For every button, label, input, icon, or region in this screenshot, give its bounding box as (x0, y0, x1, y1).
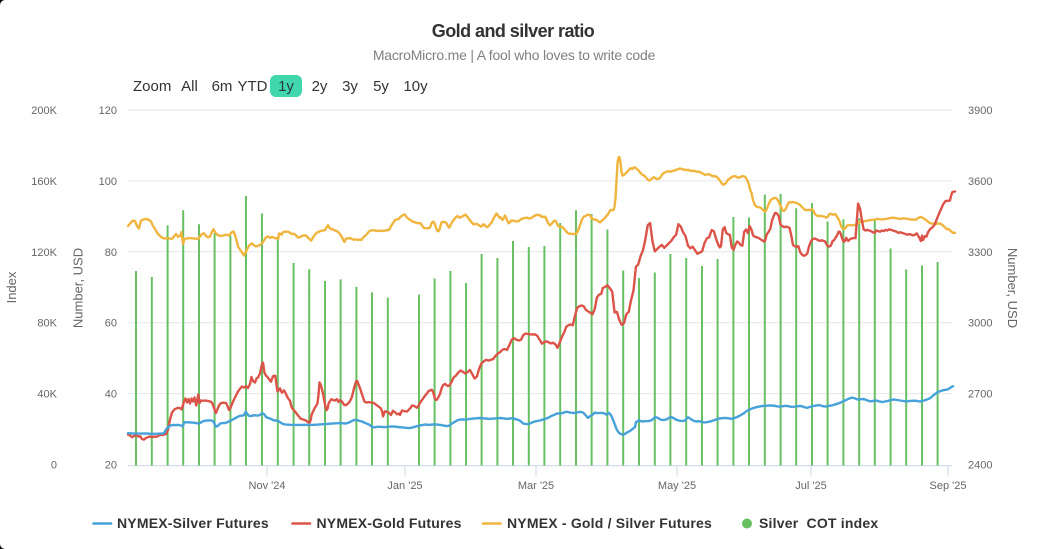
svg-text:3300: 3300 (968, 247, 992, 259)
svg-text:80K: 80K (37, 318, 57, 330)
svg-text:40: 40 (105, 389, 117, 401)
svg-text:Sep '25: Sep '25 (930, 480, 967, 492)
svg-text:Nov '24: Nov '24 (249, 480, 286, 492)
svg-text:Jan '25: Jan '25 (387, 480, 422, 492)
svg-text:YTD: YTD (238, 78, 268, 95)
svg-text:NYMEX-Gold Futures: NYMEX-Gold Futures (317, 515, 462, 531)
svg-text:Number, USD: Number, USD (71, 248, 86, 328)
svg-text:Zoom: Zoom (133, 78, 171, 95)
svg-text:40K: 40K (37, 389, 57, 401)
svg-text:160K: 160K (31, 176, 57, 188)
svg-text:60: 60 (105, 318, 117, 330)
svg-text:Silver COT index: Silver COT index (759, 515, 878, 531)
svg-text:Index: Index (4, 271, 19, 303)
svg-text:3000: 3000 (968, 318, 992, 330)
svg-text:5y: 5y (373, 78, 389, 95)
svg-text:Jul '25: Jul '25 (795, 480, 826, 492)
svg-text:2y: 2y (312, 78, 328, 95)
svg-text:1y: 1y (278, 78, 294, 95)
svg-text:2400: 2400 (968, 460, 992, 472)
svg-text:200K: 200K (31, 105, 57, 117)
svg-text:MacroMicro.me | A fool who lov: MacroMicro.me | A fool who loves to writ… (373, 47, 656, 63)
svg-text:0: 0 (51, 460, 57, 472)
svg-text:3y: 3y (342, 78, 358, 95)
svg-text:Number, USD: Number, USD (1005, 248, 1020, 328)
svg-text:20: 20 (105, 460, 117, 472)
svg-text:120K: 120K (31, 247, 57, 259)
svg-text:NYMEX-Silver Futures: NYMEX-Silver Futures (117, 515, 269, 531)
svg-text:Mar '25: Mar '25 (518, 480, 554, 492)
svg-text:10y: 10y (403, 78, 428, 95)
svg-text:3600: 3600 (968, 176, 992, 188)
svg-text:3900: 3900 (968, 105, 992, 117)
svg-text:100: 100 (99, 176, 117, 188)
svg-text:80: 80 (105, 247, 117, 259)
svg-text:All: All (181, 78, 198, 95)
svg-text:Gold and silver ratio: Gold and silver ratio (432, 21, 595, 41)
svg-text:2700: 2700 (968, 389, 992, 401)
svg-text:NYMEX - Gold / Silver Futures: NYMEX - Gold / Silver Futures (507, 515, 712, 531)
svg-text:120: 120 (99, 105, 117, 117)
svg-text:May '25: May '25 (658, 480, 696, 492)
svg-text:6m: 6m (212, 78, 233, 95)
